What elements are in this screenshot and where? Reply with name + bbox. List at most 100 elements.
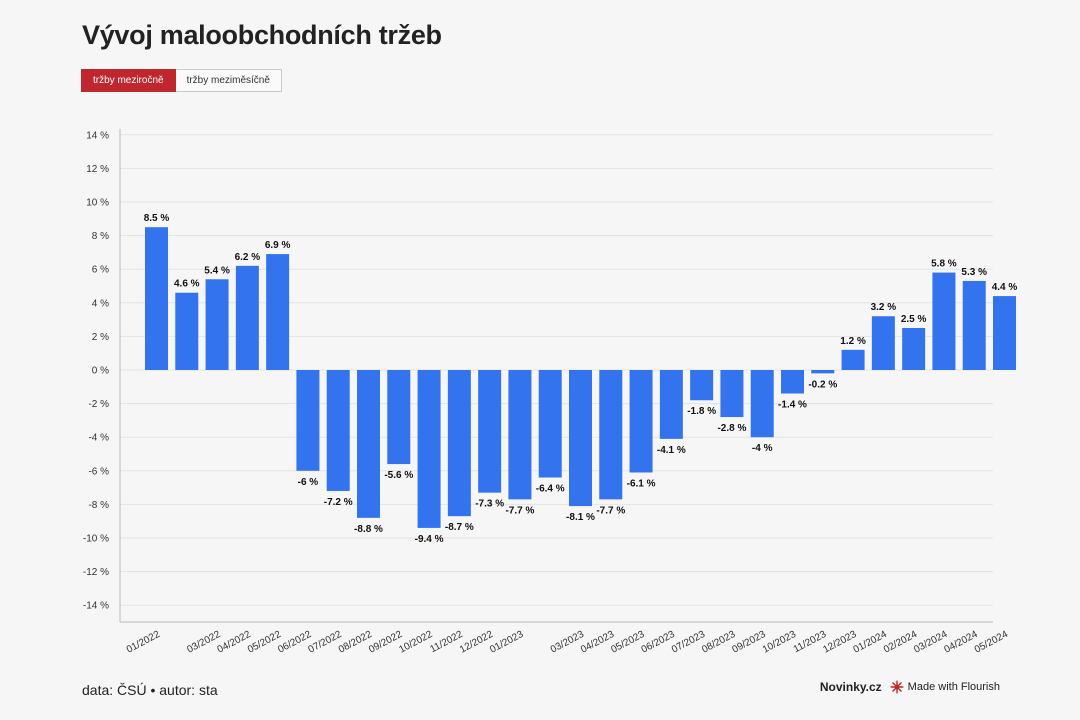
x-tick-label: 05/2022 [246,629,283,656]
y-tick-label: 6 % [92,265,109,276]
y-tick-label: -4 % [88,433,109,444]
y-tick-label: -6 % [88,466,109,477]
data-label: -7.7 % [596,505,625,516]
data-label: -7.3 % [475,499,504,510]
data-label: 4.4 % [992,282,1018,293]
x-tick-label: 12/2022 [458,629,495,656]
data-label: -8.1 % [566,512,595,523]
x-tick-label: 05/2023 [609,629,646,656]
bar [508,370,532,500]
x-tick-label: 03/2024 [912,629,949,656]
y-tick-label: -8 % [88,500,109,511]
bar [659,370,683,439]
y-tick-label: -14 % [83,601,109,612]
data-label: -9.4 % [415,534,444,545]
data-label: 8.5 % [144,213,170,224]
page-title: Vývoj maloobchodních tržeb [82,20,442,50]
flourish-logo-icon [890,680,904,694]
x-tick-label: 03/2022 [185,629,222,656]
data-label: -2.8 % [717,423,746,434]
bar [205,279,229,370]
data-label: -6 % [298,477,319,488]
x-tick-label: 07/2023 [670,629,707,656]
x-tick-label: 04/2024 [943,629,980,656]
data-label: 6.9 % [265,240,291,251]
x-tick-label: 07/2022 [307,629,344,656]
y-tick-label: 8 % [92,231,109,242]
data-label: 4.6 % [174,279,200,290]
y-tick-label: -2 % [88,399,109,410]
data-label: 5.3 % [961,267,987,278]
y-tick-label: -10 % [83,534,109,545]
x-tick-label: 11/2023 [792,629,829,656]
data-label: -1.8 % [687,406,716,417]
y-tick-label: 14 % [86,130,109,141]
x-tick-label: 02/2024 [882,629,919,656]
x-tick-label: 01/2024 [852,629,889,656]
source-note: data: ČSÚ • autor: sta [82,682,218,698]
x-tick-label: 03/2023 [549,629,586,656]
x-tick-label: 09/2023 [731,629,768,656]
bar [781,370,804,394]
data-label: -7.2 % [324,497,353,508]
x-tick-label: 10/2023 [761,629,798,656]
bar [599,370,623,500]
footer-credits: Novinky.cz Made with Flourish [820,680,1000,694]
bar [629,370,653,473]
data-label: 3.2 % [871,302,897,313]
bar [266,254,290,370]
x-tick-label: 01/2023 [488,629,525,656]
bar [478,370,502,493]
data-label: -8.8 % [354,524,383,535]
data-label: -5.6 % [384,470,413,481]
bar [145,227,168,370]
y-tick-label: -12 % [83,567,109,578]
y-tick-label: 12 % [86,164,109,175]
bar [175,292,199,370]
bar [235,265,259,370]
bar [902,328,926,370]
data-label: 1.2 % [840,336,866,347]
x-tick-label: 10/2022 [397,629,434,656]
bar [811,370,835,374]
bar [538,370,562,478]
tab-yoy[interactable]: tržby meziročně [81,69,176,92]
flourish-credit[interactable]: Made with Flourish [890,680,1000,694]
x-tick-label: 06/2023 [640,629,677,656]
bar [871,316,895,370]
bar [326,370,350,491]
bar [447,370,471,517]
bar [932,272,956,370]
x-tick-label: 11/2022 [428,629,465,656]
bar [720,370,744,418]
bar [993,296,1016,370]
data-label: 2.5 % [901,314,927,325]
data-label: -6.1 % [627,478,656,489]
y-tick-label: 4 % [92,298,109,309]
data-label: -4 % [752,443,773,454]
data-label: 5.4 % [204,265,230,276]
data-label: -7.7 % [505,505,534,516]
bar [690,370,714,401]
data-label: -8.7 % [445,522,474,533]
bar [387,370,411,465]
x-tick-label: 05/2024 [973,629,1010,656]
bar [962,280,986,370]
bar [750,370,774,438]
x-tick-label: 06/2022 [276,629,313,656]
tab-mom[interactable]: tržby meziměsíčně [175,69,282,92]
x-tick-label: 08/2023 [700,629,737,656]
data-label: -4.1 % [657,445,686,456]
flourish-label: Made with Flourish [907,681,1000,693]
x-tick-label: 12/2023 [821,629,858,656]
x-tick-label: 01/2022 [125,629,162,656]
x-tick-label: 04/2023 [579,629,616,656]
bar [569,370,592,507]
bar [357,370,380,518]
bar [296,370,320,471]
brand-logo[interactable]: Novinky.cz [819,680,882,694]
data-label: 6.2 % [235,252,261,263]
data-label: 5.8 % [931,259,957,270]
bar [417,370,441,528]
